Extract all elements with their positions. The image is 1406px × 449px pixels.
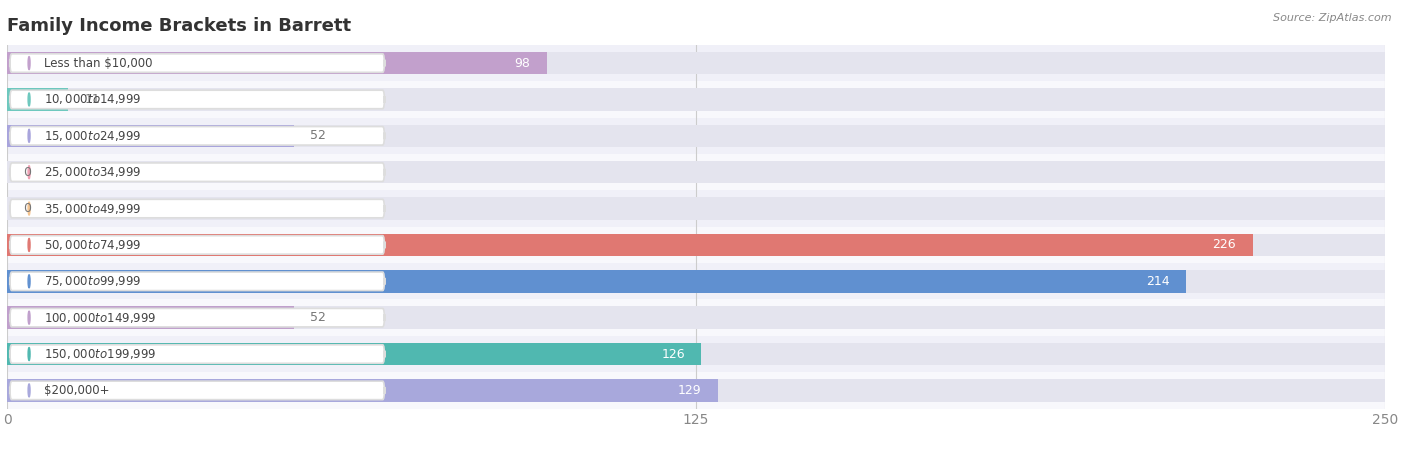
Bar	[7, 88, 67, 111]
Circle shape	[28, 275, 30, 288]
Bar	[7, 299, 1385, 336]
Circle shape	[28, 129, 30, 142]
Text: 52: 52	[311, 129, 326, 142]
Circle shape	[28, 311, 30, 324]
FancyBboxPatch shape	[10, 345, 385, 363]
FancyBboxPatch shape	[10, 90, 385, 109]
FancyBboxPatch shape	[10, 199, 385, 218]
Text: 0: 0	[24, 202, 31, 215]
Circle shape	[28, 202, 30, 215]
Text: Less than $10,000: Less than $10,000	[44, 57, 152, 70]
Bar	[7, 124, 294, 147]
Bar	[7, 118, 1385, 154]
Bar	[7, 270, 1385, 293]
Bar	[7, 379, 718, 402]
Bar	[7, 52, 1385, 75]
Bar	[7, 306, 294, 329]
Circle shape	[28, 348, 30, 361]
Text: 11: 11	[84, 93, 100, 106]
Text: $25,000 to $34,999: $25,000 to $34,999	[44, 165, 141, 179]
Bar	[7, 270, 1187, 293]
Bar	[7, 190, 1385, 227]
Text: 214: 214	[1146, 275, 1170, 288]
Text: $100,000 to $149,999: $100,000 to $149,999	[44, 311, 156, 325]
Bar	[7, 45, 1385, 81]
Text: $200,000+: $200,000+	[44, 384, 110, 397]
Bar	[7, 306, 1385, 329]
Text: 0: 0	[24, 166, 31, 179]
Text: $50,000 to $74,999: $50,000 to $74,999	[44, 238, 141, 252]
Circle shape	[28, 93, 30, 106]
Circle shape	[28, 238, 30, 251]
Text: Source: ZipAtlas.com: Source: ZipAtlas.com	[1274, 13, 1392, 23]
Bar	[7, 154, 1385, 190]
Bar	[7, 343, 1385, 365]
FancyBboxPatch shape	[10, 163, 385, 181]
Text: Family Income Brackets in Barrett: Family Income Brackets in Barrett	[7, 17, 351, 35]
FancyBboxPatch shape	[10, 272, 385, 291]
Text: $35,000 to $49,999: $35,000 to $49,999	[44, 202, 141, 216]
Bar	[7, 379, 1385, 402]
Bar	[7, 52, 547, 75]
Bar	[7, 88, 1385, 111]
Bar	[7, 372, 1385, 409]
Bar	[7, 124, 1385, 147]
FancyBboxPatch shape	[10, 54, 385, 72]
Text: 98: 98	[515, 57, 530, 70]
Circle shape	[28, 384, 30, 397]
FancyBboxPatch shape	[10, 308, 385, 327]
Text: 226: 226	[1212, 238, 1236, 251]
FancyBboxPatch shape	[10, 236, 385, 254]
Bar	[7, 227, 1385, 263]
Circle shape	[28, 57, 30, 70]
Text: 126: 126	[661, 348, 685, 361]
Bar	[7, 161, 1385, 184]
Bar	[7, 197, 1385, 220]
Bar	[7, 343, 702, 365]
FancyBboxPatch shape	[10, 127, 385, 145]
Bar	[7, 336, 1385, 372]
Text: $10,000 to $14,999: $10,000 to $14,999	[44, 92, 141, 106]
Bar	[7, 233, 1385, 256]
Text: $15,000 to $24,999: $15,000 to $24,999	[44, 129, 141, 143]
Text: $75,000 to $99,999: $75,000 to $99,999	[44, 274, 141, 288]
Bar	[7, 263, 1385, 299]
Text: 52: 52	[311, 311, 326, 324]
Text: 129: 129	[678, 384, 702, 397]
Bar	[7, 233, 1253, 256]
Text: $150,000 to $199,999: $150,000 to $199,999	[44, 347, 156, 361]
Bar	[7, 81, 1385, 118]
Circle shape	[28, 166, 30, 179]
FancyBboxPatch shape	[10, 381, 385, 400]
